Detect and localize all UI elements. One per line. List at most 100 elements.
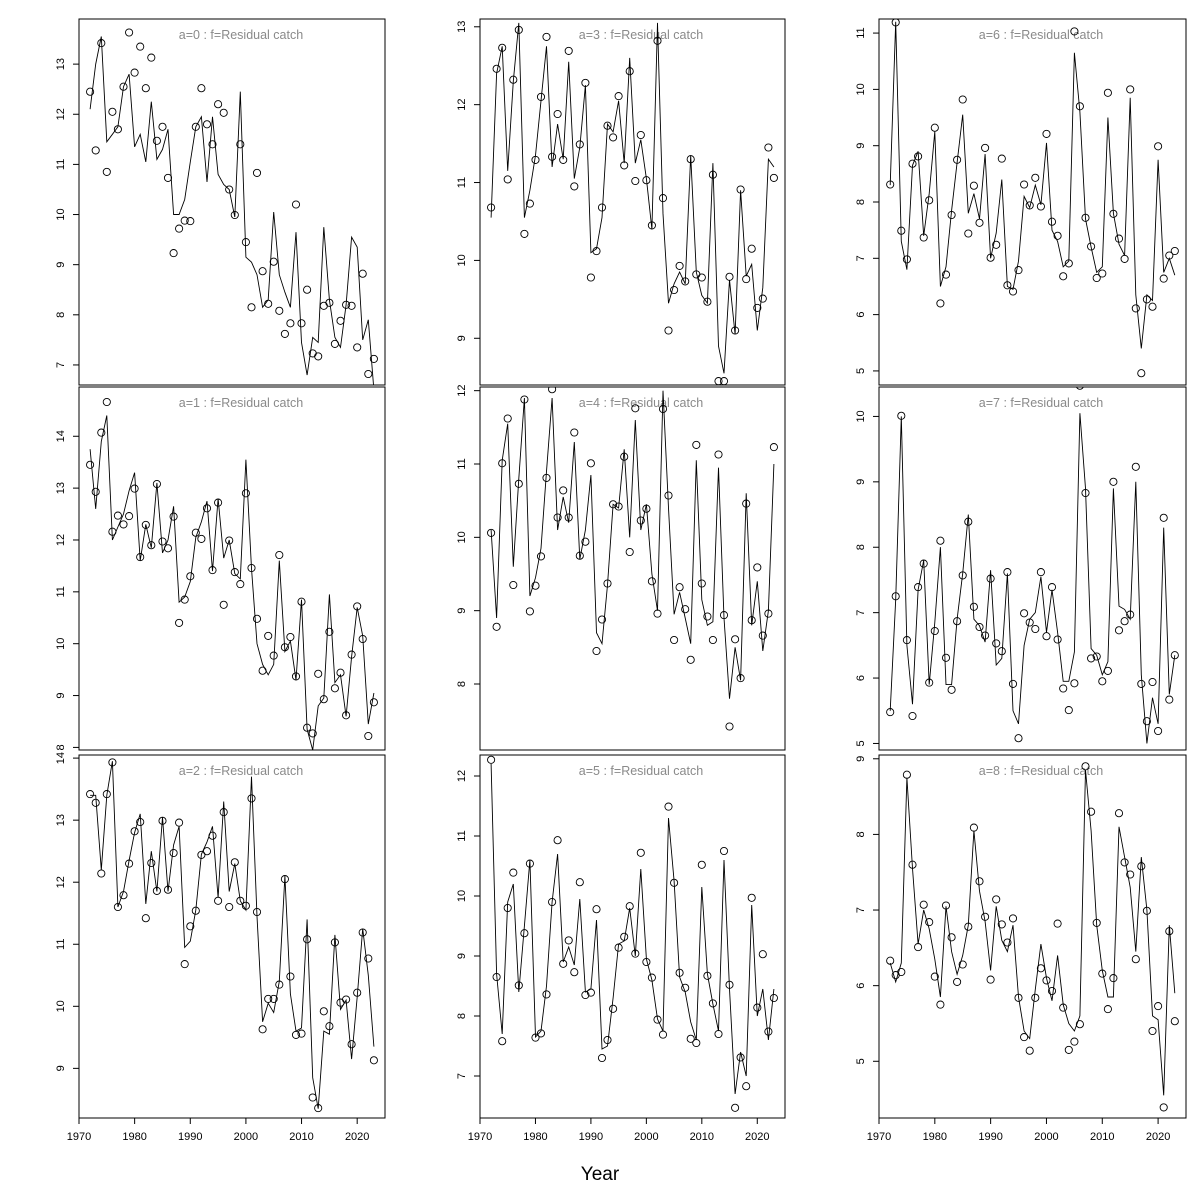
observed-point [625, 547, 634, 557]
observed-point [325, 298, 334, 307]
observed-point [197, 84, 206, 93]
y-tick-label: 8 [55, 312, 67, 318]
observed-point [286, 972, 295, 981]
observed-point [264, 994, 273, 1003]
observed-point [1165, 251, 1174, 260]
observed-point [653, 36, 662, 45]
observed-point [769, 443, 778, 452]
observed-point [609, 1004, 618, 1013]
observed-point [1103, 666, 1112, 675]
panel-frame [878, 18, 1187, 386]
observed-point [219, 808, 228, 817]
y-tick-label: 8 [456, 681, 468, 687]
observed-point [658, 194, 668, 203]
observed-point [625, 67, 634, 76]
observed-point [319, 695, 328, 704]
panel-title: a=6 : f=Residual catch [979, 28, 1103, 42]
observed-point [742, 499, 751, 508]
observed-point [908, 159, 917, 168]
observed-point [620, 932, 629, 941]
observed-point [664, 491, 673, 500]
x-tick-label: 1990 [178, 1131, 202, 1143]
observed-point [714, 377, 723, 385]
observed-point [97, 39, 106, 48]
observed-point [525, 859, 534, 868]
y-tick-label: 14 [55, 752, 67, 764]
observed-point [1137, 862, 1146, 871]
observed-point [919, 559, 928, 568]
observed-point [941, 270, 951, 279]
observed-point [1170, 246, 1179, 256]
observed-point [1014, 734, 1023, 743]
observed-point [575, 551, 584, 560]
observed-point [214, 896, 223, 905]
y-tick-label: 11 [855, 27, 867, 38]
observed-point [113, 125, 122, 134]
observed-point [1042, 976, 1051, 985]
observed-point [86, 87, 95, 96]
observed-point [136, 553, 145, 562]
observed-point [1126, 870, 1135, 879]
y-tick-label: 6 [855, 675, 867, 681]
observed-point [1126, 610, 1135, 619]
observed-point [536, 1029, 546, 1038]
observed-point [925, 918, 934, 927]
observed-point [252, 907, 262, 917]
observed-point [1081, 488, 1090, 498]
observed-point [509, 580, 518, 590]
observed-point [670, 635, 679, 645]
observed-point [531, 1033, 540, 1042]
observed-point [169, 848, 178, 858]
observed-point [314, 669, 323, 678]
panel-title: a=3 : f=Residual catch [579, 28, 703, 42]
observed-point [564, 513, 573, 522]
observed-point [914, 583, 923, 592]
y-tick-label: 8 [456, 1013, 468, 1019]
observed-point [1036, 202, 1045, 211]
observed-point [364, 369, 373, 379]
observed-point [275, 980, 284, 989]
observed-point [125, 28, 134, 37]
x-tick-label: 1980 [122, 1131, 146, 1143]
observed-point [675, 968, 684, 977]
observed-point [1036, 964, 1045, 973]
x-tick-label: 2000 [234, 1131, 258, 1143]
observed-point [964, 229, 973, 238]
observed-point [614, 943, 623, 952]
observed-point [1003, 281, 1012, 290]
observed-point [742, 275, 751, 284]
x-axis-label: Year [581, 1164, 620, 1185]
observed-point [603, 579, 612, 588]
observed-point [592, 646, 601, 656]
observed-point [736, 1053, 745, 1062]
observed-point [631, 949, 640, 958]
observed-point [609, 133, 618, 142]
observed-point [180, 595, 189, 604]
observed-point [197, 534, 206, 543]
observed-point [498, 43, 507, 52]
observed-point [981, 912, 990, 921]
observed-point [108, 107, 117, 116]
observed-point [1114, 234, 1124, 243]
observed-point [719, 846, 729, 856]
observed-point [1120, 254, 1129, 263]
y-tick-label: 8 [855, 831, 867, 837]
observed-point [1165, 695, 1174, 704]
observed-point [981, 631, 990, 640]
panel-0: a=0 : f=Residual catch 7 8 9 10 11 12 13 [55, 18, 386, 386]
x-tick-label: 2020 [745, 1131, 769, 1143]
x-tick-label: 1970 [867, 1131, 891, 1143]
observed-point [325, 627, 334, 636]
observed-point [986, 253, 995, 262]
fitted-line [490, 22, 775, 374]
observed-point [297, 597, 306, 606]
x-tick-label: 1990 [978, 1131, 1002, 1143]
observed-point [581, 78, 590, 87]
observed-point [1092, 273, 1101, 283]
panel-5: a=5 : f=Residual catch 7 8 9 10 11 12 1970 1980 1… [456, 754, 786, 1143]
observed-point [1109, 477, 1118, 486]
observed-point [902, 636, 911, 645]
observed-point [703, 297, 712, 306]
y-tick-label: 10 [55, 208, 67, 220]
observed-point [175, 818, 184, 827]
